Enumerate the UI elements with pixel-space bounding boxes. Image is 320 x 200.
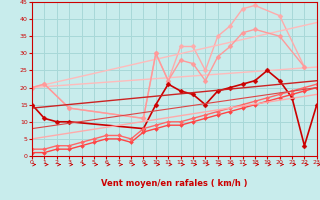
X-axis label: Vent moyen/en rafales ( km/h ): Vent moyen/en rafales ( km/h ) [101,179,248,188]
